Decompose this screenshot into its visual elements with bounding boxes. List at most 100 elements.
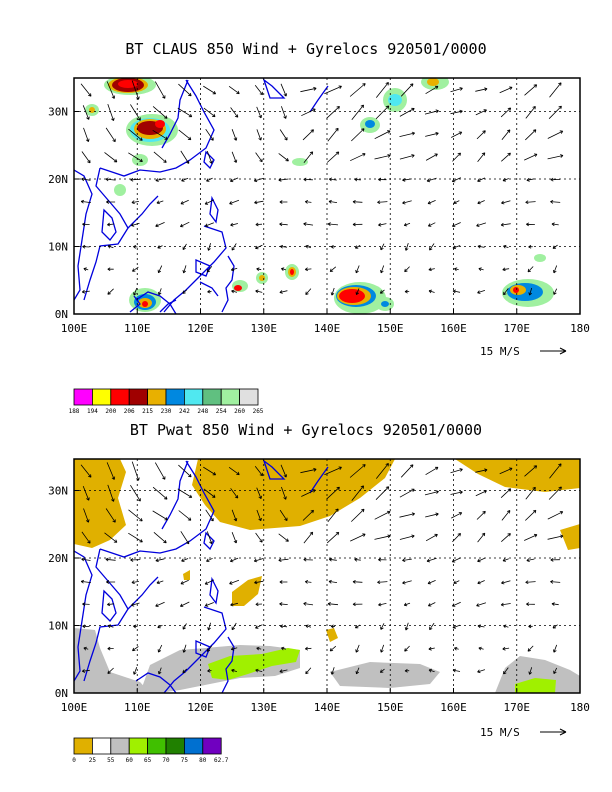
- wind-vector: [526, 222, 535, 227]
- wind-vector: [428, 646, 435, 651]
- wind-vector: [131, 602, 140, 607]
- wind-vector: [500, 222, 511, 227]
- wind-vector: [352, 602, 363, 607]
- panel1-coastlines: [74, 78, 329, 314]
- wind-vector: [180, 531, 190, 545]
- wind-vector: [80, 464, 92, 478]
- wind-vector: [501, 533, 511, 542]
- wind-vector: [551, 602, 559, 606]
- wind-vector: [153, 151, 167, 163]
- wind-vector: [503, 288, 509, 296]
- wind-vector: [178, 510, 192, 521]
- colorbar-swatch: [183, 388, 204, 406]
- wind-vector: [180, 150, 190, 164]
- x-tick-label: 150E: [377, 701, 404, 714]
- x-tick-label: 120E: [187, 322, 214, 335]
- wind-vector: [502, 558, 509, 562]
- wind-vector: [503, 624, 509, 629]
- wind-vector: [204, 602, 214, 607]
- panel1-axis-labels: 100E 110E 120E 130E 140E 150E 160E 170E 180 0N 10N…: [48, 106, 590, 336]
- wind-vector: [330, 667, 335, 675]
- wind-vector: [326, 531, 340, 544]
- colorbar-swatch: [128, 388, 148, 406]
- wind-vector: [427, 200, 436, 205]
- wind-vector: [547, 511, 564, 520]
- wind-vector: [355, 644, 360, 653]
- wind-vector: [378, 222, 387, 227]
- wind-vector: [304, 646, 312, 651]
- panel1-wind-vectors: [80, 80, 564, 296]
- panel2-title: BT Pwat 850 Wind + Gyrelocs 920501/0000: [129, 421, 483, 439]
- wind-vector: [177, 107, 193, 118]
- wind-vector: [550, 579, 561, 584]
- wind-vector: [83, 127, 90, 143]
- x-tick-label: 180: [570, 322, 590, 335]
- wind-vector: [527, 266, 534, 273]
- colorbar-swatch: [147, 737, 167, 755]
- wind-vector: [279, 290, 288, 294]
- wind-vector: [230, 222, 238, 227]
- wind-vector: [452, 668, 461, 673]
- wind-vector: [206, 266, 213, 273]
- colorbar-label: 248: [197, 408, 208, 415]
- wind-vector: [526, 558, 535, 562]
- wind-vector: [375, 82, 389, 98]
- wind-vector: [526, 178, 535, 182]
- wind-vector: [375, 105, 390, 120]
- wind-vector: [400, 464, 414, 478]
- wind-vector: [450, 490, 463, 495]
- wind-vector: [547, 534, 564, 540]
- wind-vector: [178, 464, 192, 478]
- panel1-reference-vector: 15 M/S: [480, 345, 567, 358]
- wind-vector: [399, 154, 415, 160]
- wind-vector: [80, 579, 91, 584]
- colorbar-label: 188: [69, 408, 80, 415]
- wind-vector: [231, 668, 238, 673]
- wind-vector: [80, 83, 92, 97]
- wind-vector: [548, 486, 562, 500]
- wind-vector: [130, 177, 141, 182]
- x-tick-label: 150E: [377, 322, 404, 335]
- wind-vector: [107, 222, 115, 227]
- wind-vector: [452, 624, 461, 629]
- wind-vector: [528, 667, 533, 675]
- wind-vector: [153, 531, 167, 544]
- wind-vector: [399, 107, 415, 117]
- wind-vector: [528, 287, 533, 296]
- wind-vector: [547, 154, 564, 160]
- wind-vector: [107, 244, 114, 249]
- wind-vector: [501, 200, 511, 205]
- wind-vector: [452, 152, 461, 162]
- wind-vector: [525, 509, 537, 521]
- wind-vector: [301, 489, 316, 497]
- wind-vector: [182, 265, 187, 274]
- wind-vector: [106, 200, 116, 204]
- wind-vector: [553, 265, 558, 274]
- wind-vector: [130, 558, 141, 562]
- wind-vector: [106, 81, 116, 99]
- wind-vector: [107, 103, 115, 122]
- wind-vector: [427, 602, 436, 607]
- colorbar-swatch: [165, 737, 185, 755]
- wind-vector: [379, 668, 385, 673]
- wind-vector: [80, 199, 91, 204]
- wind-vector: [329, 645, 337, 652]
- wind-vector: [355, 265, 360, 274]
- panel1-gridlines: [74, 78, 580, 314]
- colorbar-swatch: [239, 388, 259, 406]
- wind-vector: [375, 463, 389, 479]
- wind-vector: [454, 267, 459, 272]
- wind-vector: [207, 289, 212, 294]
- colorbar-swatch: [92, 737, 112, 755]
- wind-vector: [429, 243, 435, 251]
- wind-vector: [130, 484, 141, 502]
- wind-vector: [400, 83, 414, 97]
- wind-vector: [378, 557, 387, 562]
- wind-vector: [155, 178, 165, 182]
- wind-vector: [131, 222, 140, 227]
- wind-vector: [552, 624, 558, 629]
- wind-vector: [453, 580, 460, 584]
- wind-vector: [452, 533, 461, 543]
- wind-vector: [182, 644, 187, 653]
